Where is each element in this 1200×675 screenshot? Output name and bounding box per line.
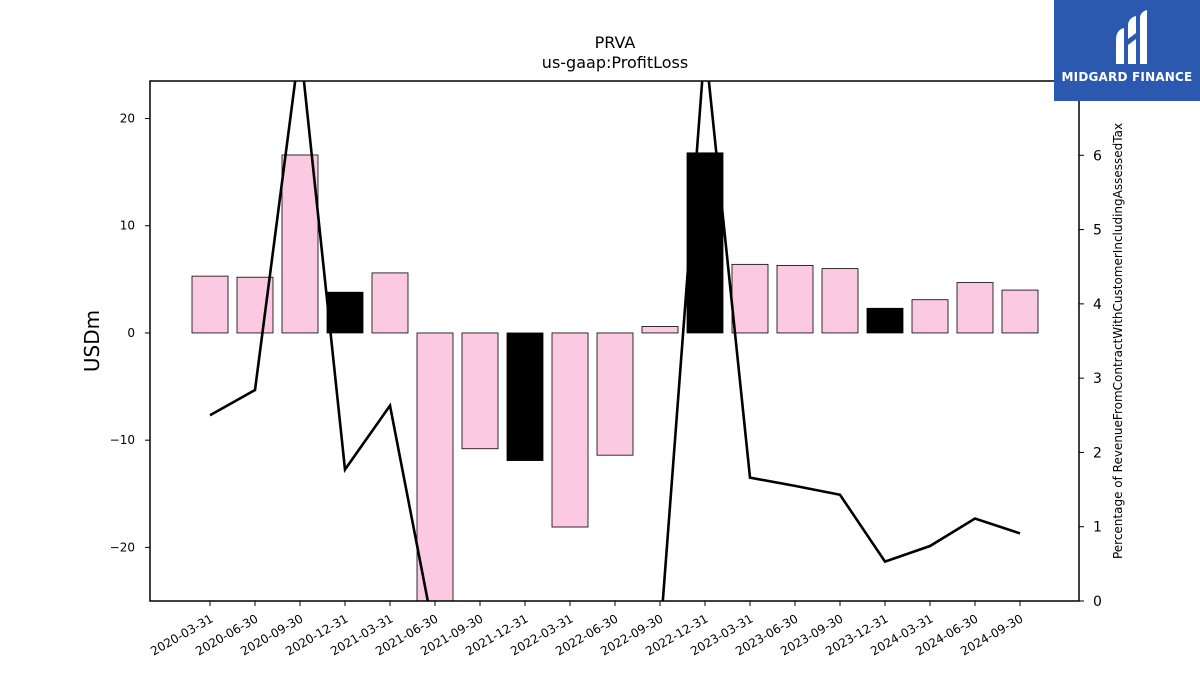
y-axis-label: USDm	[80, 310, 104, 372]
bar-2024-09-30	[1001, 289, 1039, 334]
bar-2021-09-30	[461, 332, 499, 450]
y2-axis: 0 1 2 3 4 5 6	[1079, 148, 1102, 610]
x-axis: 2020-03-312020-06-302020-09-302020-12-31…	[148, 601, 1026, 658]
bar-2021-12-31	[506, 332, 544, 461]
bar-2022-12-31	[686, 152, 724, 334]
bar-2020-09-30	[281, 154, 319, 334]
line-series	[209, 81, 1021, 601]
bar-2024-06-30	[956, 282, 994, 334]
bar-2023-06-30	[776, 265, 814, 334]
logo-text: MIDGARD FINANCE	[1061, 70, 1193, 84]
bar-2024-03-31	[911, 299, 949, 334]
bar-2023-03-31	[731, 263, 769, 334]
bar-2022-03-31	[551, 332, 589, 528]
bar-series	[191, 152, 1039, 601]
bar-2021-03-31	[371, 272, 409, 334]
y2-tick-label: 0	[1093, 594, 1102, 610]
bar-2023-09-30	[821, 268, 859, 334]
y-tick-label: −10	[110, 433, 135, 447]
midgard-finance-logo: MIDGARD FINANCE	[1054, 0, 1200, 101]
chart-subtitle: us-gaap:ProfitLoss	[542, 53, 688, 72]
y2-tick-label: 1	[1093, 520, 1102, 536]
logo-mark-icon	[1116, 10, 1147, 64]
bar-2023-12-31	[866, 307, 904, 334]
y-axis: −20 −10 0 10 20	[110, 112, 150, 554]
bar-2020-03-31	[191, 275, 229, 334]
line-path	[209, 81, 1021, 601]
y2-tick-label: 4	[1093, 297, 1102, 313]
y-tick-label: 0	[127, 326, 135, 340]
chart-title: PRVA	[595, 33, 636, 52]
y-tick-label: 10	[120, 219, 135, 233]
y2-axis-label: Percentage of RevenueFromContractWithCus…	[1111, 123, 1125, 559]
bar-2020-12-31	[326, 291, 364, 334]
y2-tick-label: 5	[1093, 223, 1102, 239]
y2-tick-label: 6	[1093, 148, 1102, 164]
bar-2022-06-30	[596, 332, 634, 456]
y-tick-label: 20	[120, 112, 135, 126]
bar-2022-09-30	[641, 326, 679, 334]
bar-2021-06-30	[416, 332, 454, 601]
y2-tick-label: 3	[1093, 371, 1102, 387]
y-tick-label: −20	[110, 540, 135, 554]
y2-tick-label: 2	[1093, 445, 1102, 461]
